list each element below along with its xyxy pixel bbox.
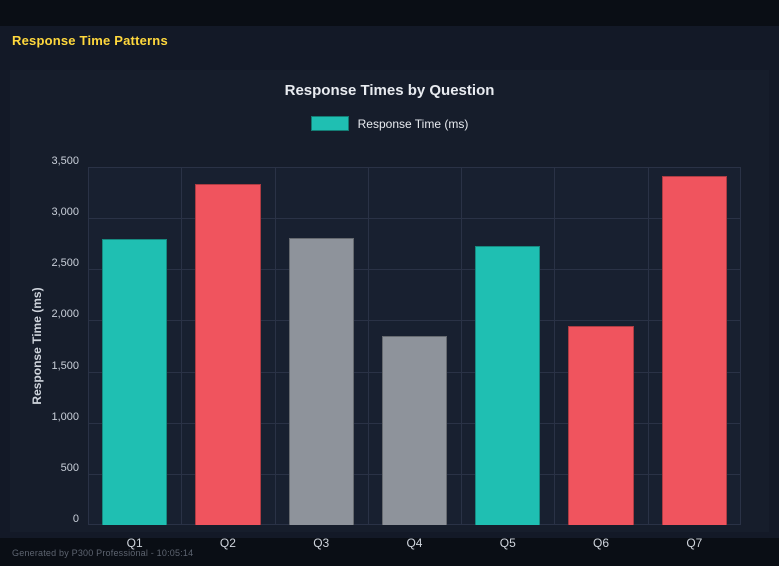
gridline-vertical <box>88 167 89 525</box>
gridline-vertical <box>274 167 276 525</box>
bar-cell-q2 <box>181 167 274 525</box>
gridline-horizontal <box>88 167 741 168</box>
gridline-horizontal <box>88 320 741 322</box>
gridline-horizontal <box>88 218 741 220</box>
bar-cell-q4 <box>368 167 461 525</box>
gridline-vertical <box>181 167 183 525</box>
y-axis-label: Response Time (ms) <box>30 287 44 405</box>
bar-q7 <box>661 176 727 525</box>
bar-q1 <box>101 238 168 525</box>
bar-cell-q3 <box>275 167 368 525</box>
chart-title: Response Times by Question <box>284 82 495 99</box>
x-axis-labels: Q1 Q2 Q3 Q4 Q5 Q6 Q7 <box>88 526 741 550</box>
gridline-vertical <box>554 167 556 525</box>
bar-cell-q1 <box>88 167 181 525</box>
bars-container <box>88 167 741 525</box>
y-tick-label: 3,500 <box>51 155 79 167</box>
bar-q6 <box>568 325 634 525</box>
y-tick-label: 500 <box>60 461 79 474</box>
y-tick-label: 2,500 <box>51 257 79 270</box>
chart-legend: Response Time (ms) <box>10 116 769 131</box>
x-tick-label-q5: Q5 <box>499 536 516 550</box>
x-tick-label-q7: Q7 <box>686 536 703 550</box>
bar-q5 <box>475 245 541 525</box>
x-tick-label-q3: Q3 <box>313 536 330 550</box>
gridline-vertical <box>367 167 369 525</box>
bar-cell-q7 <box>648 167 741 525</box>
legend-label[interactable]: Response Time (ms) <box>357 116 469 131</box>
page-title: Response Time Patterns <box>12 33 168 48</box>
content-panel: Response Time Patterns Response Times by… <box>0 26 779 550</box>
bar-q3 <box>288 237 354 525</box>
legend-swatch-response-time[interactable] <box>310 116 349 131</box>
bar-q4 <box>381 335 448 525</box>
gridline-vertical <box>461 167 463 525</box>
gridline-vertical <box>740 167 741 525</box>
bar-chart-plot-area: Response Time (ms) Q1 Q2 Q3 Q4 Q5 Q6 Q7 0 500 1,… <box>30 155 741 550</box>
x-tick-label-q4: Q4 <box>406 536 423 550</box>
bar-q2 <box>195 184 261 525</box>
y-tick-label: 2,000 <box>51 308 79 321</box>
y-tick-label: 0 <box>72 513 79 525</box>
bar-cell-q6 <box>554 167 647 525</box>
gridline-horizontal <box>88 269 741 271</box>
generated-by-footer: Generated by P300 Professional - 10:05:1… <box>12 548 194 558</box>
x-tick-label-q6: Q6 <box>593 536 610 550</box>
y-tick-label: 1,500 <box>51 359 79 372</box>
chart-card: Response Times by Question Response Time… <box>10 70 769 550</box>
y-tick-label: 1,000 <box>51 410 79 423</box>
x-tick-label-q1: Q1 <box>126 536 143 550</box>
y-tick-label: 3,000 <box>51 206 79 219</box>
x-tick-label-q2: Q2 <box>219 536 236 550</box>
gridline-vertical <box>647 167 649 525</box>
bar-cell-q5 <box>461 167 554 525</box>
